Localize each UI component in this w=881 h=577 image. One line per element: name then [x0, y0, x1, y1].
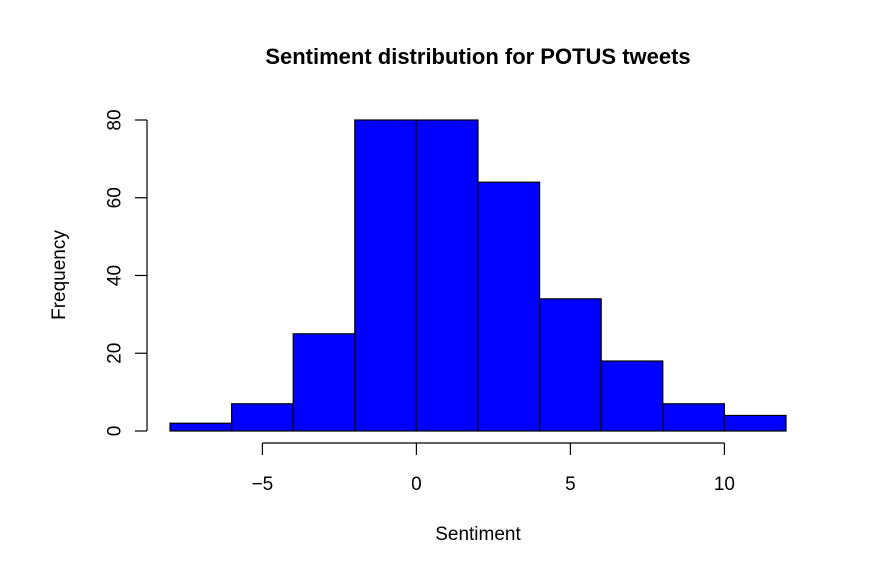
x-tick-label: −5: [252, 474, 274, 495]
y-axis: 0 20 40 60 80: [105, 109, 148, 436]
bars-group: [169, 119, 787, 432]
x-axis: −5 0 5 10: [252, 442, 735, 495]
y-tick-label: 60: [105, 187, 126, 208]
y-axis-label: Frequency: [49, 230, 70, 320]
histogram-bar-2: [292, 333, 356, 432]
histogram-bar-6: [538, 298, 602, 432]
x-axis-label: Sentiment: [435, 524, 521, 545]
histogram-bar-0: [169, 422, 233, 432]
x-tick-label: 0: [411, 474, 422, 495]
y-tick-label: 40: [105, 265, 126, 286]
histogram-bar-9: [723, 414, 787, 432]
histogram-bar-3: [354, 119, 417, 432]
histogram-bar-7: [600, 360, 664, 432]
x-tick-label: 10: [714, 474, 735, 495]
histogram-bar-4: [415, 119, 479, 432]
histogram-bar-5: [477, 181, 541, 432]
y-tick-label: 20: [105, 343, 126, 364]
histogram-bar-8: [662, 403, 725, 432]
histogram-bar-1: [231, 403, 294, 432]
chart-title: Sentiment distribution for POTUS tweets: [265, 44, 690, 69]
y-tick-label: 80: [105, 109, 126, 130]
y-tick-label: 0: [105, 426, 126, 437]
x-tick-label: 5: [565, 474, 576, 495]
